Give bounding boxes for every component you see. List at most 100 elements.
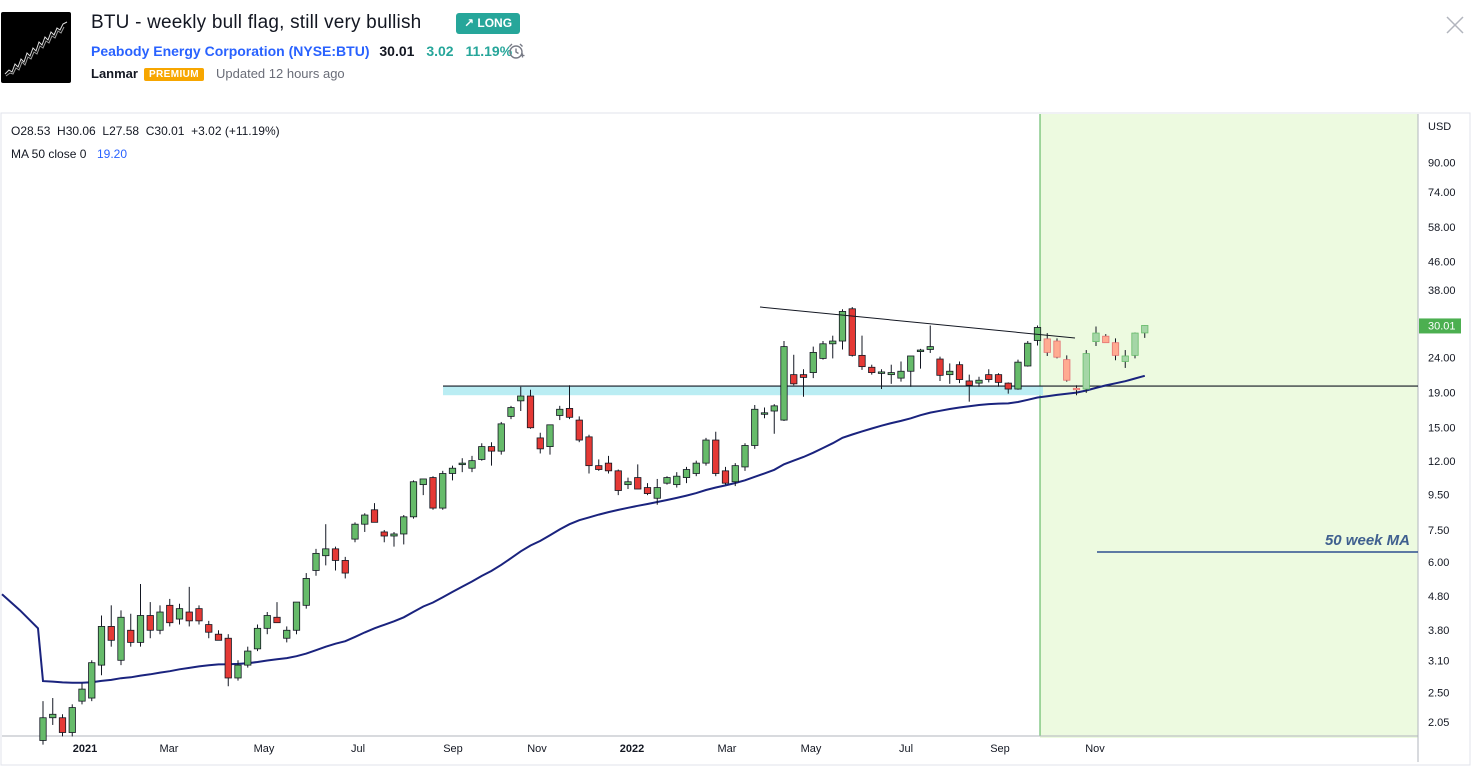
candle-body <box>790 374 798 385</box>
candle <box>624 477 632 490</box>
candle-body <box>926 346 934 350</box>
candle <box>439 470 447 510</box>
candle <box>585 434 593 474</box>
last-price-label: 30.01 <box>1428 320 1456 332</box>
candle <box>136 583 145 647</box>
candle-body <box>49 713 57 719</box>
candle-body <box>1141 325 1149 334</box>
candle <box>780 341 788 422</box>
price-chart[interactable]: 90.00 74.00 58.00 46.00 38.00 24.00 19.00 15.00… <box>0 112 1472 768</box>
candle-body <box>673 475 681 486</box>
candle-body <box>429 477 437 509</box>
candle-body <box>322 548 330 557</box>
candle <box>331 546 340 571</box>
candle <box>741 443 749 471</box>
candle-body <box>97 626 106 666</box>
candle <box>244 646 252 668</box>
candle-body <box>829 340 837 345</box>
candle <box>156 605 164 635</box>
candle-body <box>263 615 271 629</box>
candle-body <box>341 560 349 574</box>
candle-body <box>107 626 115 641</box>
x-tick-label: May <box>801 743 822 755</box>
x-tick-label: 2021 <box>73 743 97 755</box>
candle-body <box>546 424 554 447</box>
candle-body <box>244 650 252 666</box>
candle-body <box>975 379 983 384</box>
candle-body <box>409 481 418 518</box>
candle <box>936 356 944 381</box>
candle <box>965 374 973 402</box>
close-icon[interactable] <box>1444 14 1466 36</box>
candle-body <box>916 349 925 352</box>
candle <box>526 389 535 429</box>
candle-body <box>214 633 223 641</box>
ticker-link[interactable]: (NYSE:BTU) <box>288 43 370 59</box>
x-tick-label: Nov <box>527 743 547 755</box>
candle-body <box>692 462 700 474</box>
alarm-clock-icon[interactable] <box>507 42 525 60</box>
candle <box>1102 334 1110 344</box>
idea-thumbnail[interactable] <box>1 12 71 83</box>
candle-body <box>419 478 427 486</box>
candle <box>419 478 427 496</box>
candle <box>1072 385 1081 396</box>
candle-body <box>1072 387 1081 391</box>
y-tick-label: 58.00 <box>1428 222 1456 234</box>
candle-body <box>565 408 574 418</box>
candle-body <box>458 462 466 466</box>
y-tick-label: 6.00 <box>1428 557 1449 569</box>
ohlc-legend: O28.53 H30.06 L27.58 C30.01 +3.02 (+11.1… <box>11 124 280 138</box>
candle-body <box>965 380 973 386</box>
x-tick-label: Mar <box>160 743 179 755</box>
x-tick-label: Nov <box>1085 743 1105 755</box>
candle <box>78 683 86 705</box>
candle-body <box>994 374 1003 383</box>
candle <box>595 459 603 471</box>
company-link[interactable]: Peabody Energy Corporation <box>91 43 285 59</box>
candle <box>458 458 466 473</box>
candle-body <box>68 707 76 733</box>
candle-body <box>166 604 174 624</box>
candle <box>946 363 954 384</box>
y-tick-label: 3.80 <box>1428 625 1449 637</box>
author-name[interactable]: Lanmar <box>91 66 138 81</box>
candle <box>107 605 115 647</box>
candle-body <box>292 601 301 631</box>
candle <box>926 325 934 353</box>
candle-body <box>819 343 827 359</box>
candle <box>546 424 554 455</box>
y-tick-label: 90.00 <box>1428 158 1456 170</box>
premium-badge: PREMIUM <box>143 68 204 81</box>
y-tick-label: 7.50 <box>1428 525 1449 537</box>
candle-body <box>487 446 496 452</box>
candle <box>1092 326 1100 347</box>
candle-body <box>526 395 535 429</box>
candle-body <box>848 308 856 356</box>
candle-body <box>517 395 525 402</box>
candle-body <box>634 477 642 490</box>
candle <box>195 605 203 625</box>
candle <box>1111 338 1120 361</box>
candle-body <box>1053 340 1061 358</box>
candle-body <box>312 552 320 571</box>
candle <box>809 346 817 379</box>
y-tick-label: 3.10 <box>1428 656 1449 668</box>
candle <box>468 455 476 473</box>
x-tick-label: 2022 <box>620 743 644 755</box>
candle <box>897 361 905 382</box>
candle-body <box>936 358 944 376</box>
candle-body <box>205 624 213 633</box>
chart[interactable]: 90.00 74.00 58.00 46.00 38.00 24.00 19.00 15.00… <box>0 112 1472 768</box>
candle <box>175 603 184 625</box>
candle <box>361 513 369 532</box>
candle <box>1121 350 1129 368</box>
candle <box>205 620 213 639</box>
candle <box>185 586 193 627</box>
candle <box>712 431 720 477</box>
y-tick-label: 2.50 <box>1428 688 1449 700</box>
y-tick-label: 4.80 <box>1428 591 1449 603</box>
candle-body <box>234 664 242 679</box>
candle-body <box>136 615 145 643</box>
candle-body <box>439 473 447 509</box>
